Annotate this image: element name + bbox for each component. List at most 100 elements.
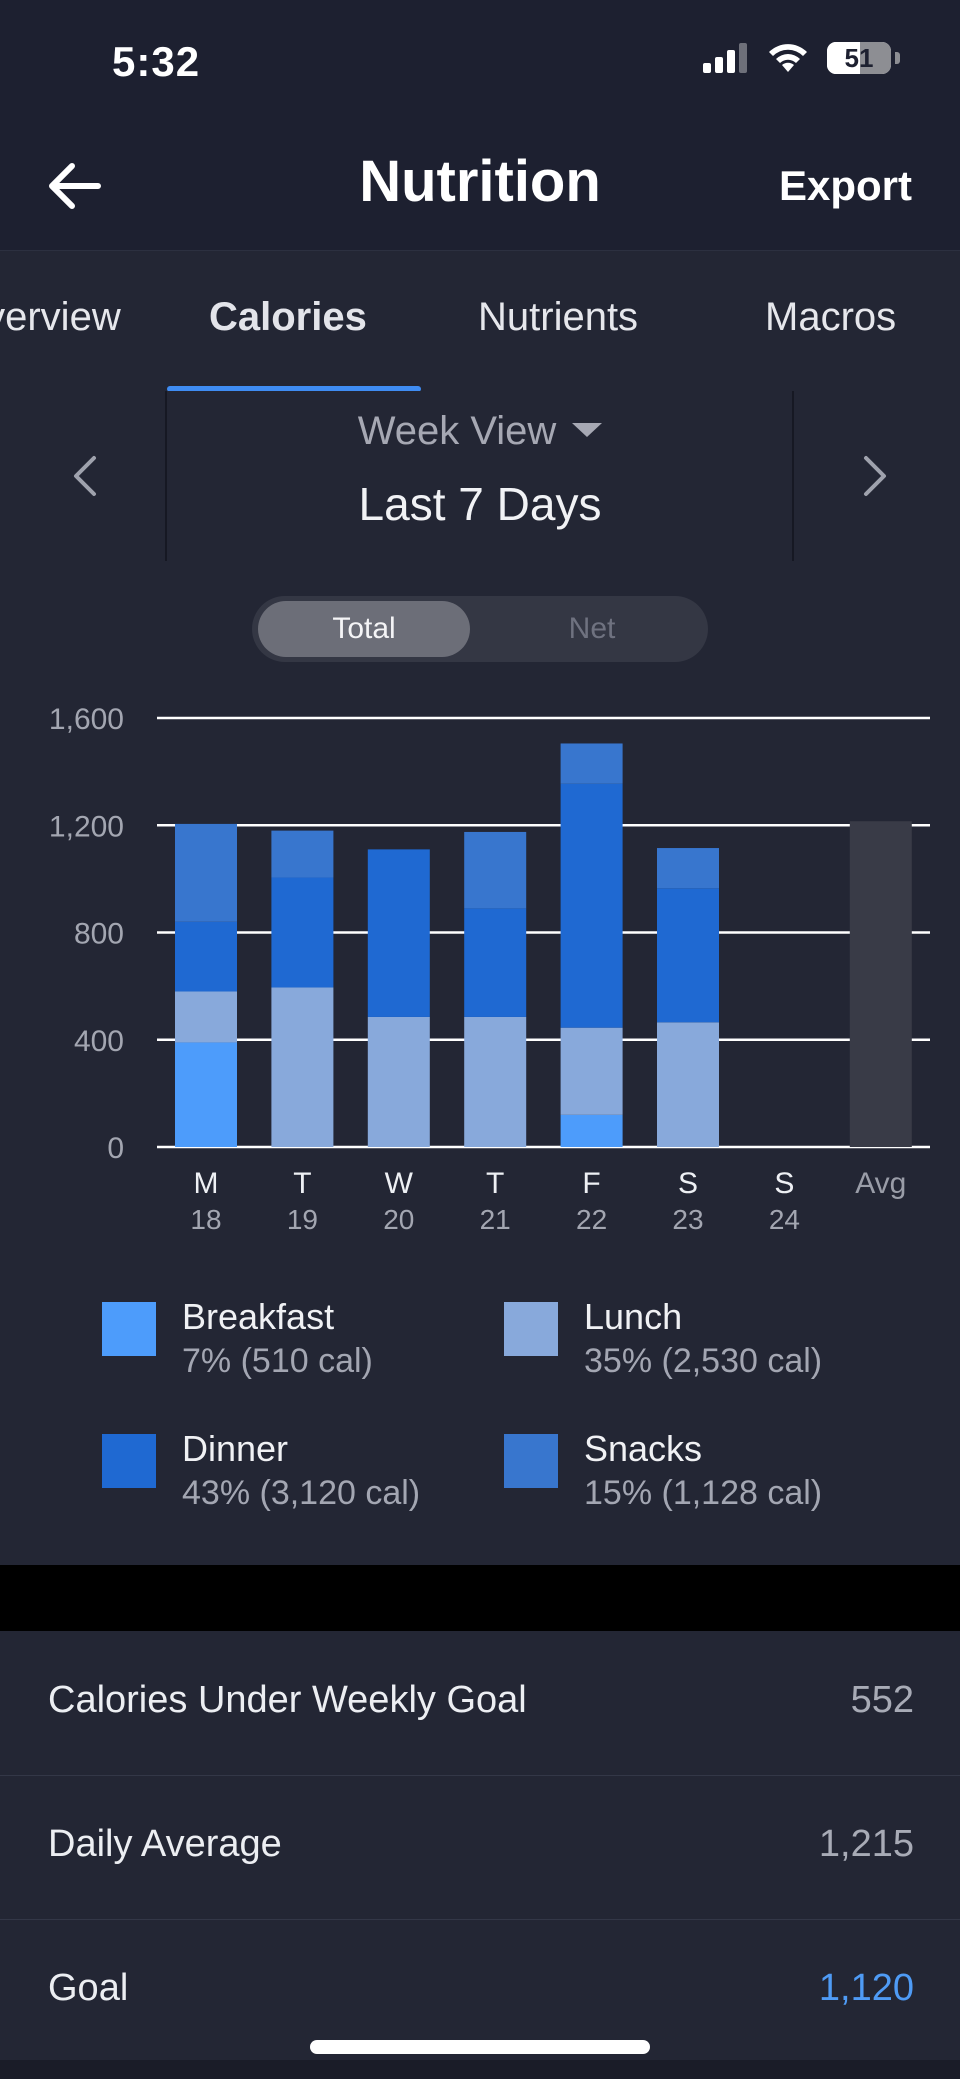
bar-segment-snacks: [271, 830, 334, 878]
caret-down-icon: [572, 423, 603, 438]
legend-swatch-snacks: [504, 1434, 558, 1488]
legend-lunch: Lunch 35% (2,530 cal): [504, 1296, 904, 1396]
stat-value: 552: [850, 1679, 914, 1721]
previous-period-chevron-icon[interactable]: [64, 446, 104, 506]
legend-swatch-dinner: [102, 1434, 156, 1488]
stat-value: 1,215: [818, 1823, 914, 1865]
stat-label: Daily Average: [48, 1823, 282, 1865]
x-tick-date: 20: [383, 1204, 414, 1235]
page-title: Nutrition: [359, 149, 601, 214]
legend-detail: 15% (1,128 cal): [584, 1474, 823, 1512]
legend-swatch-breakfast: [102, 1302, 156, 1356]
stat-row-under-goal: Calories Under Weekly Goal 552: [0, 1631, 960, 1776]
view-mode-dropdown[interactable]: Week View: [0, 409, 960, 454]
bar-segment-lunch: [367, 1016, 430, 1147]
cellular-signal-icon: [703, 43, 747, 73]
legend-detail: 43% (3,120 cal): [182, 1474, 421, 1512]
nav-bar: Nutrition Export: [0, 120, 960, 251]
bar-segment-snacks: [175, 823, 237, 922]
tab-calories[interactable]: Calories: [209, 295, 367, 339]
bar-segment-breakfast: [560, 1114, 623, 1147]
tab-macros[interactable]: Macros: [765, 295, 897, 339]
tab-nutrients[interactable]: Nutrients: [478, 295, 639, 339]
date-range-label: Last 7 Days: [358, 478, 602, 530]
bar-segment-dinner: [560, 783, 623, 1028]
bar-segment-lunch: [175, 991, 237, 1043]
stat-row-daily-average: Daily Average 1,215: [0, 1775, 960, 1920]
bar-segment-snacks: [657, 848, 719, 889]
x-tick-label: Avg: [855, 1167, 906, 1200]
next-period-chevron-icon[interactable]: [856, 446, 896, 506]
toggle-total[interactable]: Total: [258, 601, 470, 657]
legend-breakfast: Breakfast 7% (510 cal): [102, 1296, 502, 1396]
x-tick-date: 18: [190, 1204, 221, 1235]
legend-name: Snacks: [584, 1428, 703, 1469]
bar-segment-dinner: [271, 877, 334, 988]
y-tick-label: 400: [74, 1025, 124, 1058]
period-divider-right: [792, 391, 794, 561]
x-tick-label: F: [582, 1167, 600, 1200]
bar-segment-dinner: [367, 849, 430, 1017]
legend-swatch-lunch: [504, 1302, 558, 1356]
x-tick-label: W: [385, 1167, 414, 1200]
bar-average: [849, 821, 912, 1147]
bar-segment-snacks: [560, 743, 623, 784]
x-tick-label: T: [293, 1167, 311, 1200]
legend-name: Breakfast: [182, 1296, 335, 1337]
battery-tip: [895, 52, 900, 64]
bar-segment-dinner: [657, 888, 719, 1023]
view-mode-label: Week View: [357, 409, 557, 453]
wifi-icon: [769, 44, 807, 72]
x-tick-date: 23: [672, 1204, 703, 1235]
tab-overview[interactable]: Overview: [0, 295, 121, 339]
back-arrow-icon[interactable]: [44, 156, 104, 216]
period-divider-left: [165, 391, 167, 561]
home-indicator: [310, 2040, 650, 2054]
x-tick-label: T: [486, 1167, 504, 1200]
x-tick-date: 21: [480, 1204, 511, 1235]
battery-level: 51: [844, 43, 874, 73]
legend-name: Dinner: [182, 1428, 289, 1469]
stat-label: Calories Under Weekly Goal: [48, 1679, 527, 1721]
stat-row-goal[interactable]: Goal 1,120: [0, 1919, 960, 2063]
status-icons: 51: [703, 42, 900, 74]
bar-segment-dinner: [464, 908, 527, 1017]
legend-detail: 35% (2,530 cal): [584, 1342, 823, 1380]
bar-segment-lunch: [657, 1022, 719, 1147]
bottom-safe-area: [0, 2060, 960, 2079]
legend-snacks: Snacks 15% (1,128 cal): [504, 1428, 904, 1528]
status-time: 5:32: [112, 38, 201, 85]
x-tick-label: M: [194, 1167, 219, 1200]
bar-segment-snacks: [464, 831, 527, 909]
status-bar: 5:32 51: [0, 0, 960, 120]
chart-legend: Breakfast 7% (510 cal) Lunch 35% (2,530 …: [0, 1296, 960, 1536]
stat-value-goal[interactable]: 1,120: [818, 1967, 914, 2009]
x-tick-date: 24: [769, 1204, 800, 1235]
calories-bar-chart: 0 400 800 1,200 1,600 M 18 T 19 W 20 T 21 F 22 S 23 S 24 Av…: [49, 703, 930, 1235]
y-tick-label: 1,600: [49, 703, 124, 736]
legend-dinner: Dinner 43% (3,120 cal): [102, 1428, 502, 1528]
x-tick-date: 22: [576, 1204, 607, 1235]
calories-chart-section: Total Net 0 400 800 1,200 1,600 M 18 T 19 W 20 T 21 F…: [0, 561, 960, 1565]
battery-icon: 51: [827, 42, 891, 74]
bar-segment-lunch: [271, 987, 334, 1147]
x-tick-label: S: [678, 1167, 698, 1200]
stat-label: Goal: [48, 1967, 129, 2009]
y-tick-label: 0: [107, 1132, 124, 1165]
bar-segment-breakfast: [175, 1042, 237, 1147]
bar-segment-lunch: [464, 1016, 527, 1147]
y-tick-label: 1,200: [49, 810, 124, 843]
calorie-stats-list: Calories Under Weekly Goal 552 Daily Ave…: [0, 1631, 960, 2079]
total-net-toggle[interactable]: Total Net: [252, 596, 708, 662]
bar-segment-dinner: [175, 921, 237, 992]
section-separator: [0, 1565, 960, 1631]
bar-segment-lunch: [560, 1027, 623, 1115]
period-selector: Week View Last 7 Days: [0, 391, 960, 561]
legend-name: Lunch: [584, 1296, 683, 1337]
x-tick-label: S: [774, 1167, 794, 1200]
export-button[interactable]: Export: [778, 162, 912, 209]
x-tick-date: 19: [287, 1204, 318, 1235]
toggle-net[interactable]: Net: [568, 612, 616, 645]
legend-detail: 7% (510 cal): [182, 1342, 373, 1380]
active-tab-indicator: [167, 386, 421, 392]
